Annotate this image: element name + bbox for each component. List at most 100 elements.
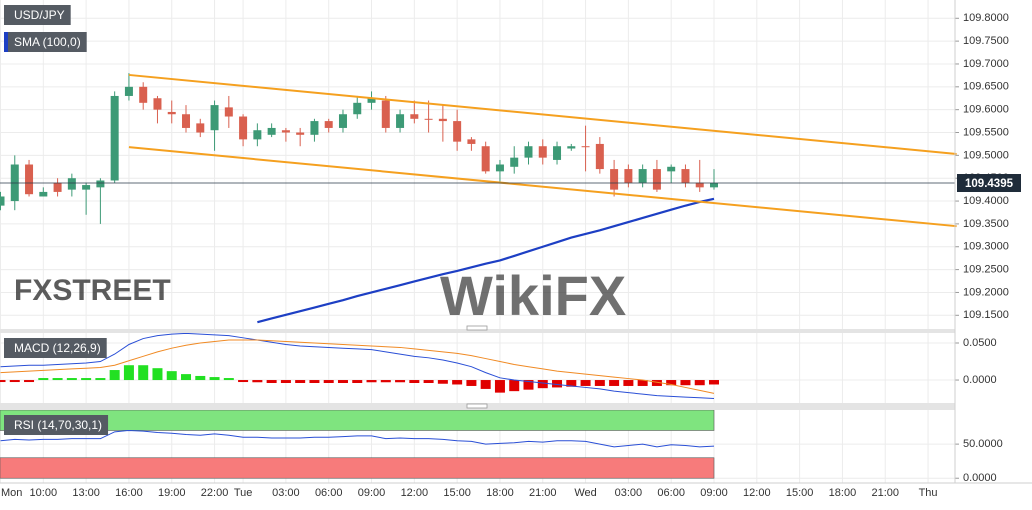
price-label-box — [957, 174, 1021, 193]
histogram-bar — [323, 380, 334, 383]
candle-body — [338, 114, 347, 128]
candle-body — [695, 182, 704, 188]
x-tick-label: 12:00 — [743, 487, 771, 499]
x-tick-label: 16:00 — [115, 487, 143, 499]
label-layer: 109.4395 USD/JPY SMA (100,0) MACD (12,26,9)… — [4, 5, 1021, 435]
histogram-bar — [52, 378, 63, 381]
x-tick-label: 06:00 — [315, 487, 343, 499]
histogram-bar — [480, 380, 491, 389]
candle-body — [82, 185, 91, 190]
legend-box — [4, 32, 87, 52]
legend-label: MACD (12,26,9) — [14, 341, 101, 355]
candle-body — [367, 98, 376, 103]
candle-body — [196, 123, 205, 133]
legend-swatch — [4, 32, 8, 52]
candle-body — [296, 132, 305, 135]
histogram-bar — [109, 370, 120, 381]
candle-body — [210, 105, 219, 131]
x-tick-label: 18:00 — [486, 487, 514, 499]
x-tick-label: 15:00 — [786, 487, 814, 499]
histogram-bar — [24, 380, 35, 383]
histogram-bar — [138, 365, 149, 381]
y-tick-label: 109.3000 — [963, 241, 1009, 253]
x-tick-label: Wed — [574, 487, 596, 499]
y-tick-label: 109.3500 — [963, 218, 1009, 230]
candle-body — [224, 107, 233, 117]
candle-body — [67, 178, 76, 190]
watermark-layer: FXSTREET WikiFX — [14, 264, 626, 327]
y-tick-label: 109.7000 — [963, 58, 1009, 70]
histogram-bar — [95, 378, 106, 381]
panel-separator — [0, 329, 955, 333]
candle-body — [538, 146, 547, 158]
candle-body — [467, 139, 476, 144]
candle-body — [25, 164, 34, 195]
x-tick-label: 03:00 — [272, 487, 300, 499]
candle-body — [110, 95, 119, 181]
legend-label: USD/JPY — [14, 8, 65, 22]
x-tick-label: 09:00 — [358, 487, 386, 499]
y-tick-label: 109.2000 — [963, 286, 1009, 298]
histogram-bar — [9, 380, 20, 383]
histogram-bar — [380, 380, 391, 383]
candle-body — [396, 114, 405, 128]
watermark: FXSTREET — [14, 274, 171, 307]
histogram-bar — [366, 380, 377, 383]
candle-body — [581, 146, 590, 148]
panel-handle — [466, 403, 488, 409]
histogram-bar — [580, 380, 591, 386]
trendline — [128, 146, 957, 228]
histogram-bar — [266, 380, 277, 383]
x-tick-label: Mon — [1, 487, 22, 499]
histogram-bar — [637, 380, 648, 386]
watermark: WikiFX — [440, 264, 626, 327]
candle-body — [453, 121, 462, 142]
histogram-bar — [680, 380, 691, 386]
histogram-bar — [81, 378, 92, 381]
histogram-bar — [337, 380, 348, 383]
histogram-bar — [238, 380, 249, 383]
histogram-bar — [666, 380, 677, 386]
candle-body — [381, 100, 390, 128]
candle-body — [495, 164, 504, 172]
y-tick-label: 0.0500 — [963, 337, 997, 349]
zone-layer — [0, 409, 715, 479]
histogram-bar — [552, 380, 563, 388]
candle-body — [139, 86, 148, 103]
candle-body — [610, 169, 619, 190]
candle-body — [239, 116, 248, 140]
histogram-bar — [409, 380, 420, 383]
histogram-bar — [309, 380, 320, 383]
candle-body — [510, 157, 519, 167]
zone — [0, 457, 715, 479]
x-tick-label: 03:00 — [615, 487, 643, 499]
candle-body — [553, 146, 562, 160]
x-tick-label: 13:00 — [72, 487, 100, 499]
candle-body — [353, 102, 362, 115]
line — [0, 339, 715, 394]
x-tick-label: 21:00 — [871, 487, 899, 499]
histogram-bar — [152, 368, 163, 381]
histogram-bar — [166, 371, 177, 381]
y-tick-label: 109.7500 — [963, 35, 1009, 47]
line — [0, 332, 715, 400]
x-tick-label: 21:00 — [529, 487, 557, 499]
candle-body — [281, 130, 290, 133]
candle-body — [681, 169, 690, 183]
candle-body — [595, 143, 604, 170]
x-tick-label: 09:00 — [700, 487, 728, 499]
x-tick-label: 15:00 — [443, 487, 471, 499]
x-tick-label: 12:00 — [401, 487, 429, 499]
histogram-bar — [509, 380, 520, 392]
histogram-bar — [123, 365, 134, 381]
histogram-bar — [195, 375, 206, 381]
candle-body — [310, 121, 319, 135]
histogram-bar — [352, 380, 363, 383]
line — [257, 197, 715, 324]
y-tick-label: 109.2500 — [963, 264, 1009, 276]
y-tick-label: 0.0000 — [963, 374, 997, 386]
line — [0, 429, 715, 448]
candle-body — [324, 121, 333, 128]
trendline — [128, 73, 957, 155]
